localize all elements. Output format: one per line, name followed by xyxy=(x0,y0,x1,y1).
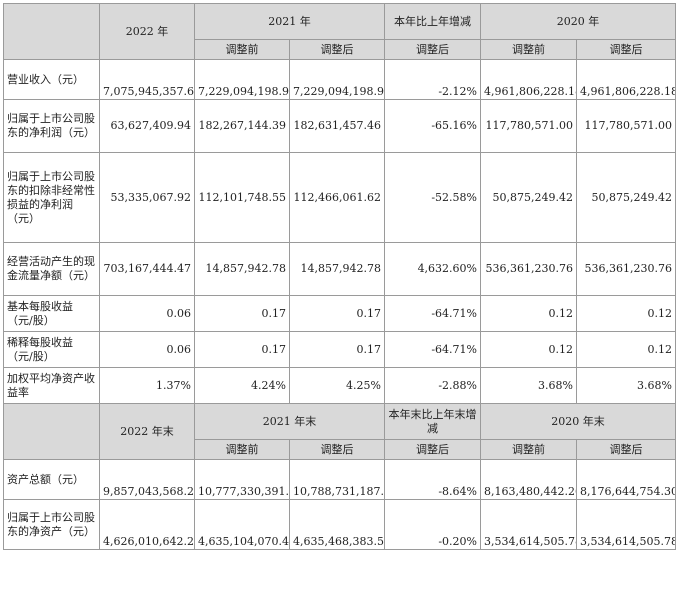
table-row: 经营活动产生的现金流量净额（元） 703,167,444.47 14,857,9… xyxy=(3,242,676,296)
cell-2020-after: 536,361,230.76 xyxy=(576,242,676,296)
financial-table-container: 2022 年 2021 年 本年比上年增减 2020 年 调整前 调整后 调整后… xyxy=(3,3,676,550)
header-2020-end-before: 调整前 xyxy=(480,439,577,460)
cell-2021-after: 112,466,061.62 xyxy=(289,152,385,243)
header-2020-end-after: 调整后 xyxy=(576,439,676,460)
cell-change: -64.71% xyxy=(384,331,481,368)
cell-2022: 0.06 xyxy=(99,331,195,368)
cell-change: -64.71% xyxy=(384,295,481,332)
cell-2020-after: 3,534,614,505.78 xyxy=(576,499,676,550)
header-2021-end-after: 调整后 xyxy=(289,439,385,460)
header-row-2: 2022 年末 2021 年末 本年末比上年末增减 2020 年末 xyxy=(3,403,676,460)
cell-change: -52.58% xyxy=(384,152,481,243)
header-2022: 2022 年 xyxy=(99,3,195,60)
cell-2021-before: 7,229,094,198.97 xyxy=(194,59,290,100)
row-label: 归属于上市公司股东的净利润（元） xyxy=(3,99,100,153)
cell-change: 4,632.60% xyxy=(384,242,481,296)
cell-2021-after: 7,229,094,198.97 xyxy=(289,59,385,100)
cell-change: -8.64% xyxy=(384,459,481,500)
cell-2020-before: 4,961,806,228.18 xyxy=(480,59,577,100)
cell-2020-before: 536,361,230.76 xyxy=(480,242,577,296)
table-row: 加权平均净资产收益率 1.37% 4.24% 4.25% -2.88% 3.68… xyxy=(3,367,676,404)
table-row: 基本每股收益（元/股） 0.06 0.17 0.17 -64.71% 0.12 … xyxy=(3,295,676,332)
header-corner-2 xyxy=(3,403,100,460)
table-row: 归属于上市公司股东的净利润（元） 63,627,409.94 182,267,1… xyxy=(3,99,676,153)
cell-2021-after: 14,857,942.78 xyxy=(289,242,385,296)
row-label: 资产总额（元） xyxy=(3,459,100,500)
cell-2020-before: 8,163,480,442.26 xyxy=(480,459,577,500)
header-change-end: 本年末比上年末增减 xyxy=(384,403,481,440)
cell-2022: 63,627,409.94 xyxy=(99,99,195,153)
header-2020-before: 调整前 xyxy=(480,39,577,60)
cell-2020-after: 0.12 xyxy=(576,331,676,368)
cell-2020-before: 3.68% xyxy=(480,367,577,404)
cell-2021-before: 4,635,104,070.49 xyxy=(194,499,290,550)
table-row: 归属于上市公司股东的净资产（元） 4,626,010,642.29 4,635,… xyxy=(3,499,676,550)
cell-2021-before: 10,777,330,391.94 xyxy=(194,459,290,500)
cell-2021-before: 14,857,942.78 xyxy=(194,242,290,296)
cell-change: -2.88% xyxy=(384,367,481,404)
table-row: 资产总额（元） 9,857,043,568.21 10,777,330,391.… xyxy=(3,459,676,500)
cell-2020-before: 0.12 xyxy=(480,331,577,368)
cell-2020-before: 0.12 xyxy=(480,295,577,332)
header-2021-before: 调整前 xyxy=(194,39,290,60)
table-row: 稀释每股收益（元/股） 0.06 0.17 0.17 -64.71% 0.12 … xyxy=(3,331,676,368)
cell-2020-after: 8,176,644,754.30 xyxy=(576,459,676,500)
cell-2021-before: 0.17 xyxy=(194,295,290,332)
row-label: 基本每股收益（元/股） xyxy=(3,295,100,332)
header-corner xyxy=(3,3,100,60)
header-2022-end: 2022 年末 xyxy=(99,403,195,460)
cell-2020-before: 3,534,614,505.78 xyxy=(480,499,577,550)
cell-2020-after: 4,961,806,228.18 xyxy=(576,59,676,100)
cell-change: -0.20% xyxy=(384,499,481,550)
header-2021: 2021 年 xyxy=(194,3,385,40)
header-2020-end: 2020 年末 xyxy=(480,403,676,440)
row-label: 加权平均净资产收益率 xyxy=(3,367,100,404)
cell-2021-before: 4.24% xyxy=(194,367,290,404)
row-label: 归属于上市公司股东的净资产（元） xyxy=(3,499,100,550)
header-change-end-after: 调整后 xyxy=(384,439,481,460)
cell-change: -2.12% xyxy=(384,59,481,100)
header-change: 本年比上年增减 xyxy=(384,3,481,40)
cell-2021-before: 112,101,748.55 xyxy=(194,152,290,243)
cell-2022: 4,626,010,642.29 xyxy=(99,499,195,550)
cell-2022: 0.06 xyxy=(99,295,195,332)
cell-2021-after: 10,788,731,187.25 xyxy=(289,459,385,500)
cell-2020-after: 117,780,571.00 xyxy=(576,99,676,153)
cell-2021-after: 0.17 xyxy=(289,295,385,332)
cell-2021-after: 4.25% xyxy=(289,367,385,404)
header-2021-after: 调整后 xyxy=(289,39,385,60)
header-2020-after: 调整后 xyxy=(576,39,676,60)
cell-2020-before: 50,875,249.42 xyxy=(480,152,577,243)
header-row-1: 2022 年 2021 年 本年比上年增减 2020 年 xyxy=(3,3,676,60)
table-row: 归属于上市公司股东的扣除非经常性损益的净利润（元） 53,335,067.92 … xyxy=(3,152,676,243)
header-2021-end: 2021 年末 xyxy=(194,403,385,440)
header-change-after: 调整后 xyxy=(384,39,481,60)
financial-summary-table: 2022 年 2021 年 本年比上年增减 2020 年 调整前 调整后 调整后… xyxy=(3,3,676,550)
cell-2020-after: 0.12 xyxy=(576,295,676,332)
cell-2020-before: 117,780,571.00 xyxy=(480,99,577,153)
cell-2022: 53,335,067.92 xyxy=(99,152,195,243)
header-row-1b: 调整前 调整后 调整后 调整前 调整后 xyxy=(4,39,676,60)
cell-2021-before: 0.17 xyxy=(194,331,290,368)
cell-2022: 9,857,043,568.21 xyxy=(99,459,195,500)
row-label: 营业收入（元） xyxy=(3,59,100,100)
row-label: 经营活动产生的现金流量净额（元） xyxy=(3,242,100,296)
table-row: 营业收入（元） 7,075,945,357.61 7,229,094,198.9… xyxy=(3,59,676,100)
cell-2021-before: 182,267,144.39 xyxy=(194,99,290,153)
row-label: 归属于上市公司股东的扣除非经常性损益的净利润（元） xyxy=(3,152,100,243)
header-2021-end-before: 调整前 xyxy=(194,439,290,460)
cell-2021-after: 4,635,468,383.56 xyxy=(289,499,385,550)
cell-change: -65.16% xyxy=(384,99,481,153)
cell-2020-after: 50,875,249.42 xyxy=(576,152,676,243)
cell-2021-after: 0.17 xyxy=(289,331,385,368)
cell-2022: 703,167,444.47 xyxy=(99,242,195,296)
row-label: 稀释每股收益（元/股） xyxy=(3,331,100,368)
cell-2022: 1.37% xyxy=(99,367,195,404)
header-2020: 2020 年 xyxy=(480,3,676,40)
cell-2022: 7,075,945,357.61 xyxy=(99,59,195,100)
cell-2020-after: 3.68% xyxy=(576,367,676,404)
cell-2021-after: 182,631,457.46 xyxy=(289,99,385,153)
